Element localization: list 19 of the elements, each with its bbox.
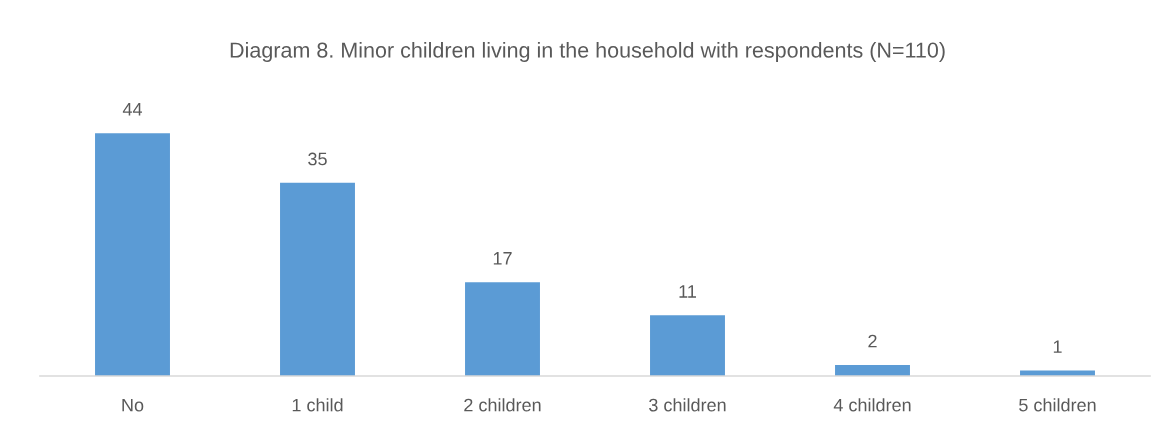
bar — [835, 364, 910, 376]
data-label: 35 — [308, 152, 327, 166]
data-label: 11 — [679, 285, 696, 298]
bar — [650, 315, 725, 376]
x-tick-label: No — [122, 398, 144, 412]
x-tick-label: 1 child — [292, 398, 343, 412]
data-label: 44 — [122, 103, 143, 116]
data-label: 1 — [1053, 340, 1062, 353]
x-tick-label: 3 children — [649, 398, 726, 412]
x-tick-label: 2 children — [464, 398, 541, 412]
data-label: 17 — [493, 252, 512, 265]
chart-title: Diagram 8. Minor children living in the household with respondents (N=110) — [230, 41, 945, 63]
data-label: 2 — [868, 334, 877, 348]
bar — [1020, 370, 1095, 376]
x-tick-label: 4 children — [833, 398, 911, 412]
bar — [280, 182, 355, 376]
bar — [95, 133, 170, 376]
bar — [465, 282, 540, 376]
x-tick-label: 5 children — [1019, 398, 1096, 412]
